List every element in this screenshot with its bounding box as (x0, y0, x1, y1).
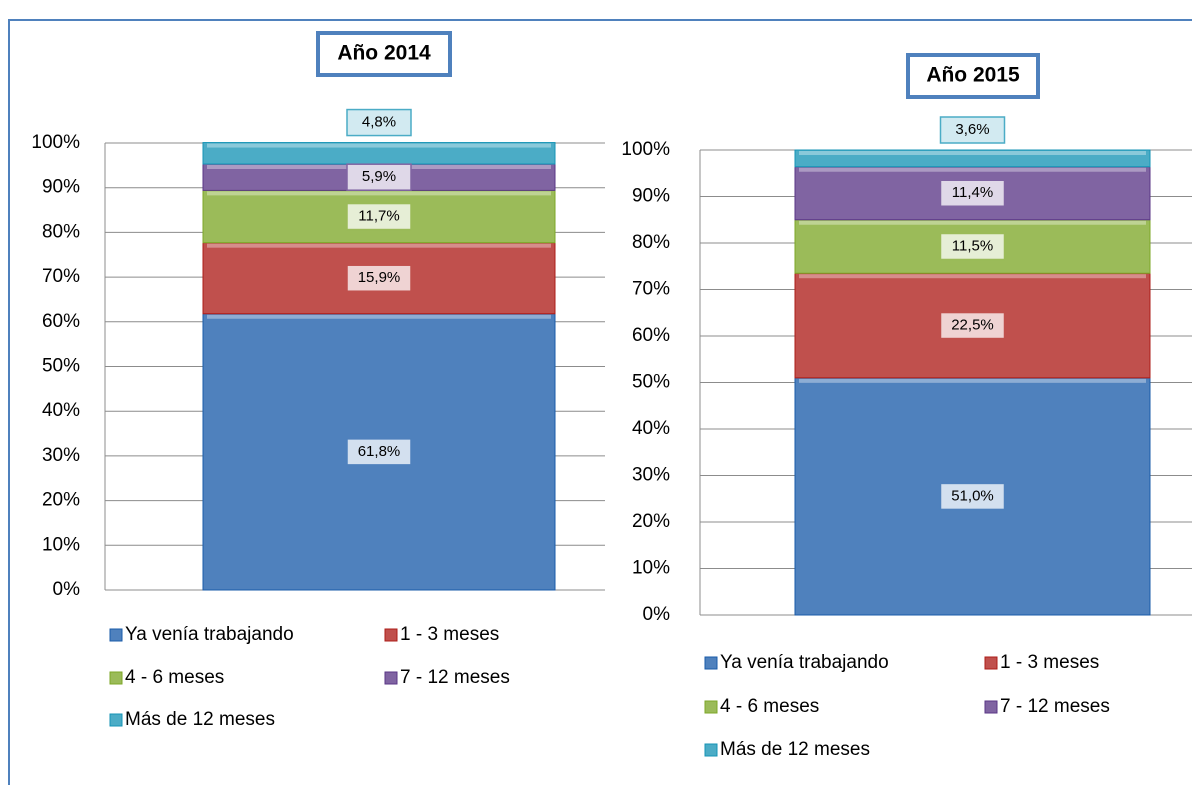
y-tick-label: 0% (53, 579, 81, 600)
bar-highlight (799, 220, 1146, 225)
data-label-box (346, 108, 412, 137)
y-tick-label: 0% (643, 604, 671, 625)
legend-label: 7 - 12 meses (1000, 696, 1110, 717)
legend-label: Más de 12 meses (720, 739, 870, 760)
data-label: 11,7% (358, 208, 399, 225)
data-label-box (939, 179, 1006, 207)
title-box (906, 53, 1040, 99)
data-label-box (939, 232, 1006, 261)
bar-highlight (799, 274, 1146, 279)
y-tick-label: 40% (632, 418, 670, 439)
y-tick-label: 80% (42, 221, 80, 242)
legend-swatch (109, 628, 123, 642)
y-tick-label: 60% (42, 311, 80, 332)
legend-swatch (109, 713, 123, 727)
legend-swatch (384, 628, 398, 642)
y-tick-label: 50% (632, 372, 670, 393)
data-label-box (346, 202, 412, 231)
legend-label: 4 - 6 meses (125, 667, 224, 688)
bar-highlight (207, 243, 551, 248)
data-label-box (939, 116, 1006, 144)
y-tick-label: 100% (31, 132, 80, 153)
bar-highlight (799, 167, 1146, 172)
y-tick-label: 20% (42, 490, 80, 511)
chart-title: Año 2015 (926, 64, 1020, 87)
y-tick-label: 60% (632, 325, 670, 346)
data-label-box (346, 264, 412, 292)
legend-swatch (704, 700, 718, 714)
y-tick-label: 100% (621, 139, 670, 160)
y-tick-label: 70% (632, 279, 670, 300)
y-tick-label: 10% (632, 558, 670, 579)
data-label: 4,8% (362, 114, 396, 131)
data-label: 5,9% (362, 168, 396, 185)
bar-highlight (799, 378, 1146, 383)
y-tick-label: 30% (42, 445, 80, 466)
data-label: 11,4% (952, 184, 993, 201)
y-tick-label: 90% (42, 177, 80, 198)
legend-label: 4 - 6 meses (720, 696, 819, 717)
data-label: 61,8% (358, 443, 401, 460)
y-tick-label: 70% (42, 266, 80, 287)
data-label-box (939, 311, 1006, 340)
data-label: 11,5% (952, 237, 993, 254)
data-label-box (346, 438, 412, 466)
y-tick-label: 80% (632, 232, 670, 253)
frame (8, 19, 1192, 785)
y-tick-label: 40% (42, 400, 80, 421)
legend-label: Ya venía trabajando (125, 624, 294, 645)
legend-swatch (704, 743, 718, 757)
y-tick-label: 90% (632, 186, 670, 207)
bar-highlight (207, 314, 551, 319)
y-tick-label: 30% (632, 465, 670, 486)
data-label: 15,9% (358, 269, 401, 286)
legend-label: 1 - 3 meses (1000, 652, 1099, 673)
legend-swatch (109, 671, 123, 685)
legend-label: Ya venía trabajando (720, 652, 889, 673)
data-label: 51,0% (951, 487, 994, 504)
bar-highlight (207, 143, 551, 148)
legend-swatch (704, 656, 718, 670)
legend-label: 1 - 3 meses (400, 624, 499, 645)
legend-swatch (984, 700, 998, 714)
legend-swatch (984, 656, 998, 670)
title-box (316, 31, 452, 77)
y-tick-label: 20% (632, 511, 670, 532)
bar-highlight (207, 191, 551, 196)
data-label: 3,6% (955, 121, 989, 138)
y-tick-label: 10% (42, 534, 80, 555)
y-tick-label: 50% (42, 356, 80, 377)
bar-highlight (799, 151, 1146, 155)
chart-title: Año 2014 (337, 42, 431, 65)
legend-label: 7 - 12 meses (400, 667, 510, 688)
data-label-box (939, 482, 1006, 511)
legend-swatch (384, 671, 398, 685)
data-label-box (346, 163, 412, 191)
legend-label: Más de 12 meses (125, 709, 275, 730)
data-label: 22,5% (951, 317, 994, 334)
